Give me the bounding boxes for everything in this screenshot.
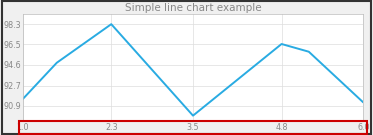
Title: Simple line chart example: Simple line chart example bbox=[125, 4, 261, 14]
